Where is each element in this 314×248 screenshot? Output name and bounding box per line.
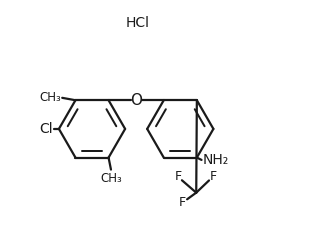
Text: Cl: Cl: [39, 122, 53, 136]
Text: HCl: HCl: [125, 16, 149, 31]
Text: CH₃: CH₃: [39, 91, 61, 104]
Text: NH₂: NH₂: [203, 153, 229, 167]
Text: F: F: [179, 196, 186, 209]
Text: O: O: [130, 93, 142, 108]
Text: F: F: [174, 170, 181, 183]
Text: CH₃: CH₃: [100, 172, 122, 185]
Text: F: F: [209, 170, 216, 183]
